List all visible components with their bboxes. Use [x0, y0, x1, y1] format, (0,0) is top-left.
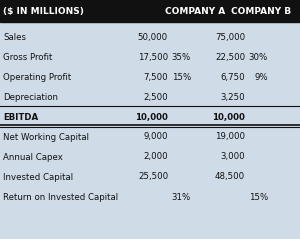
- Text: ($ IN MILLIONS): ($ IN MILLIONS): [3, 6, 84, 16]
- Text: 10,000: 10,000: [135, 113, 168, 121]
- Text: Net Working Capital: Net Working Capital: [3, 132, 89, 141]
- Text: 9%: 9%: [254, 72, 268, 81]
- Text: 15%: 15%: [172, 72, 191, 81]
- Text: 2,000: 2,000: [143, 152, 168, 162]
- Text: Operating Profit: Operating Profit: [3, 72, 71, 81]
- Text: 6,750: 6,750: [220, 72, 245, 81]
- Text: 2,500: 2,500: [143, 92, 168, 102]
- Text: 31%: 31%: [172, 192, 191, 201]
- Text: 50,000: 50,000: [138, 33, 168, 42]
- Text: 7,500: 7,500: [143, 72, 168, 81]
- Bar: [0, 0, 300, 22]
- Text: 22,500: 22,500: [215, 53, 245, 61]
- Text: 9,000: 9,000: [143, 132, 168, 141]
- Text: COMPANY A: COMPANY A: [165, 6, 225, 16]
- Text: 30%: 30%: [249, 53, 268, 61]
- Text: Gross Profit: Gross Profit: [3, 53, 52, 61]
- Text: 3,000: 3,000: [220, 152, 245, 162]
- Text: 15%: 15%: [249, 192, 268, 201]
- Text: COMPANY B: COMPANY B: [231, 6, 291, 16]
- Text: 17,500: 17,500: [138, 53, 168, 61]
- Text: Annual Capex: Annual Capex: [3, 152, 63, 162]
- Text: Invested Capital: Invested Capital: [3, 173, 73, 181]
- Text: 75,000: 75,000: [215, 33, 245, 42]
- Text: Sales: Sales: [3, 33, 26, 42]
- Text: 3,250: 3,250: [220, 92, 245, 102]
- Text: 35%: 35%: [172, 53, 191, 61]
- Text: 48,500: 48,500: [215, 173, 245, 181]
- Text: 19,000: 19,000: [215, 132, 245, 141]
- Text: EBITDA: EBITDA: [3, 113, 38, 121]
- Text: 25,500: 25,500: [138, 173, 168, 181]
- Text: Return on Invested Capital: Return on Invested Capital: [3, 192, 118, 201]
- Text: Depreciation: Depreciation: [3, 92, 58, 102]
- Text: 10,000: 10,000: [212, 113, 245, 121]
